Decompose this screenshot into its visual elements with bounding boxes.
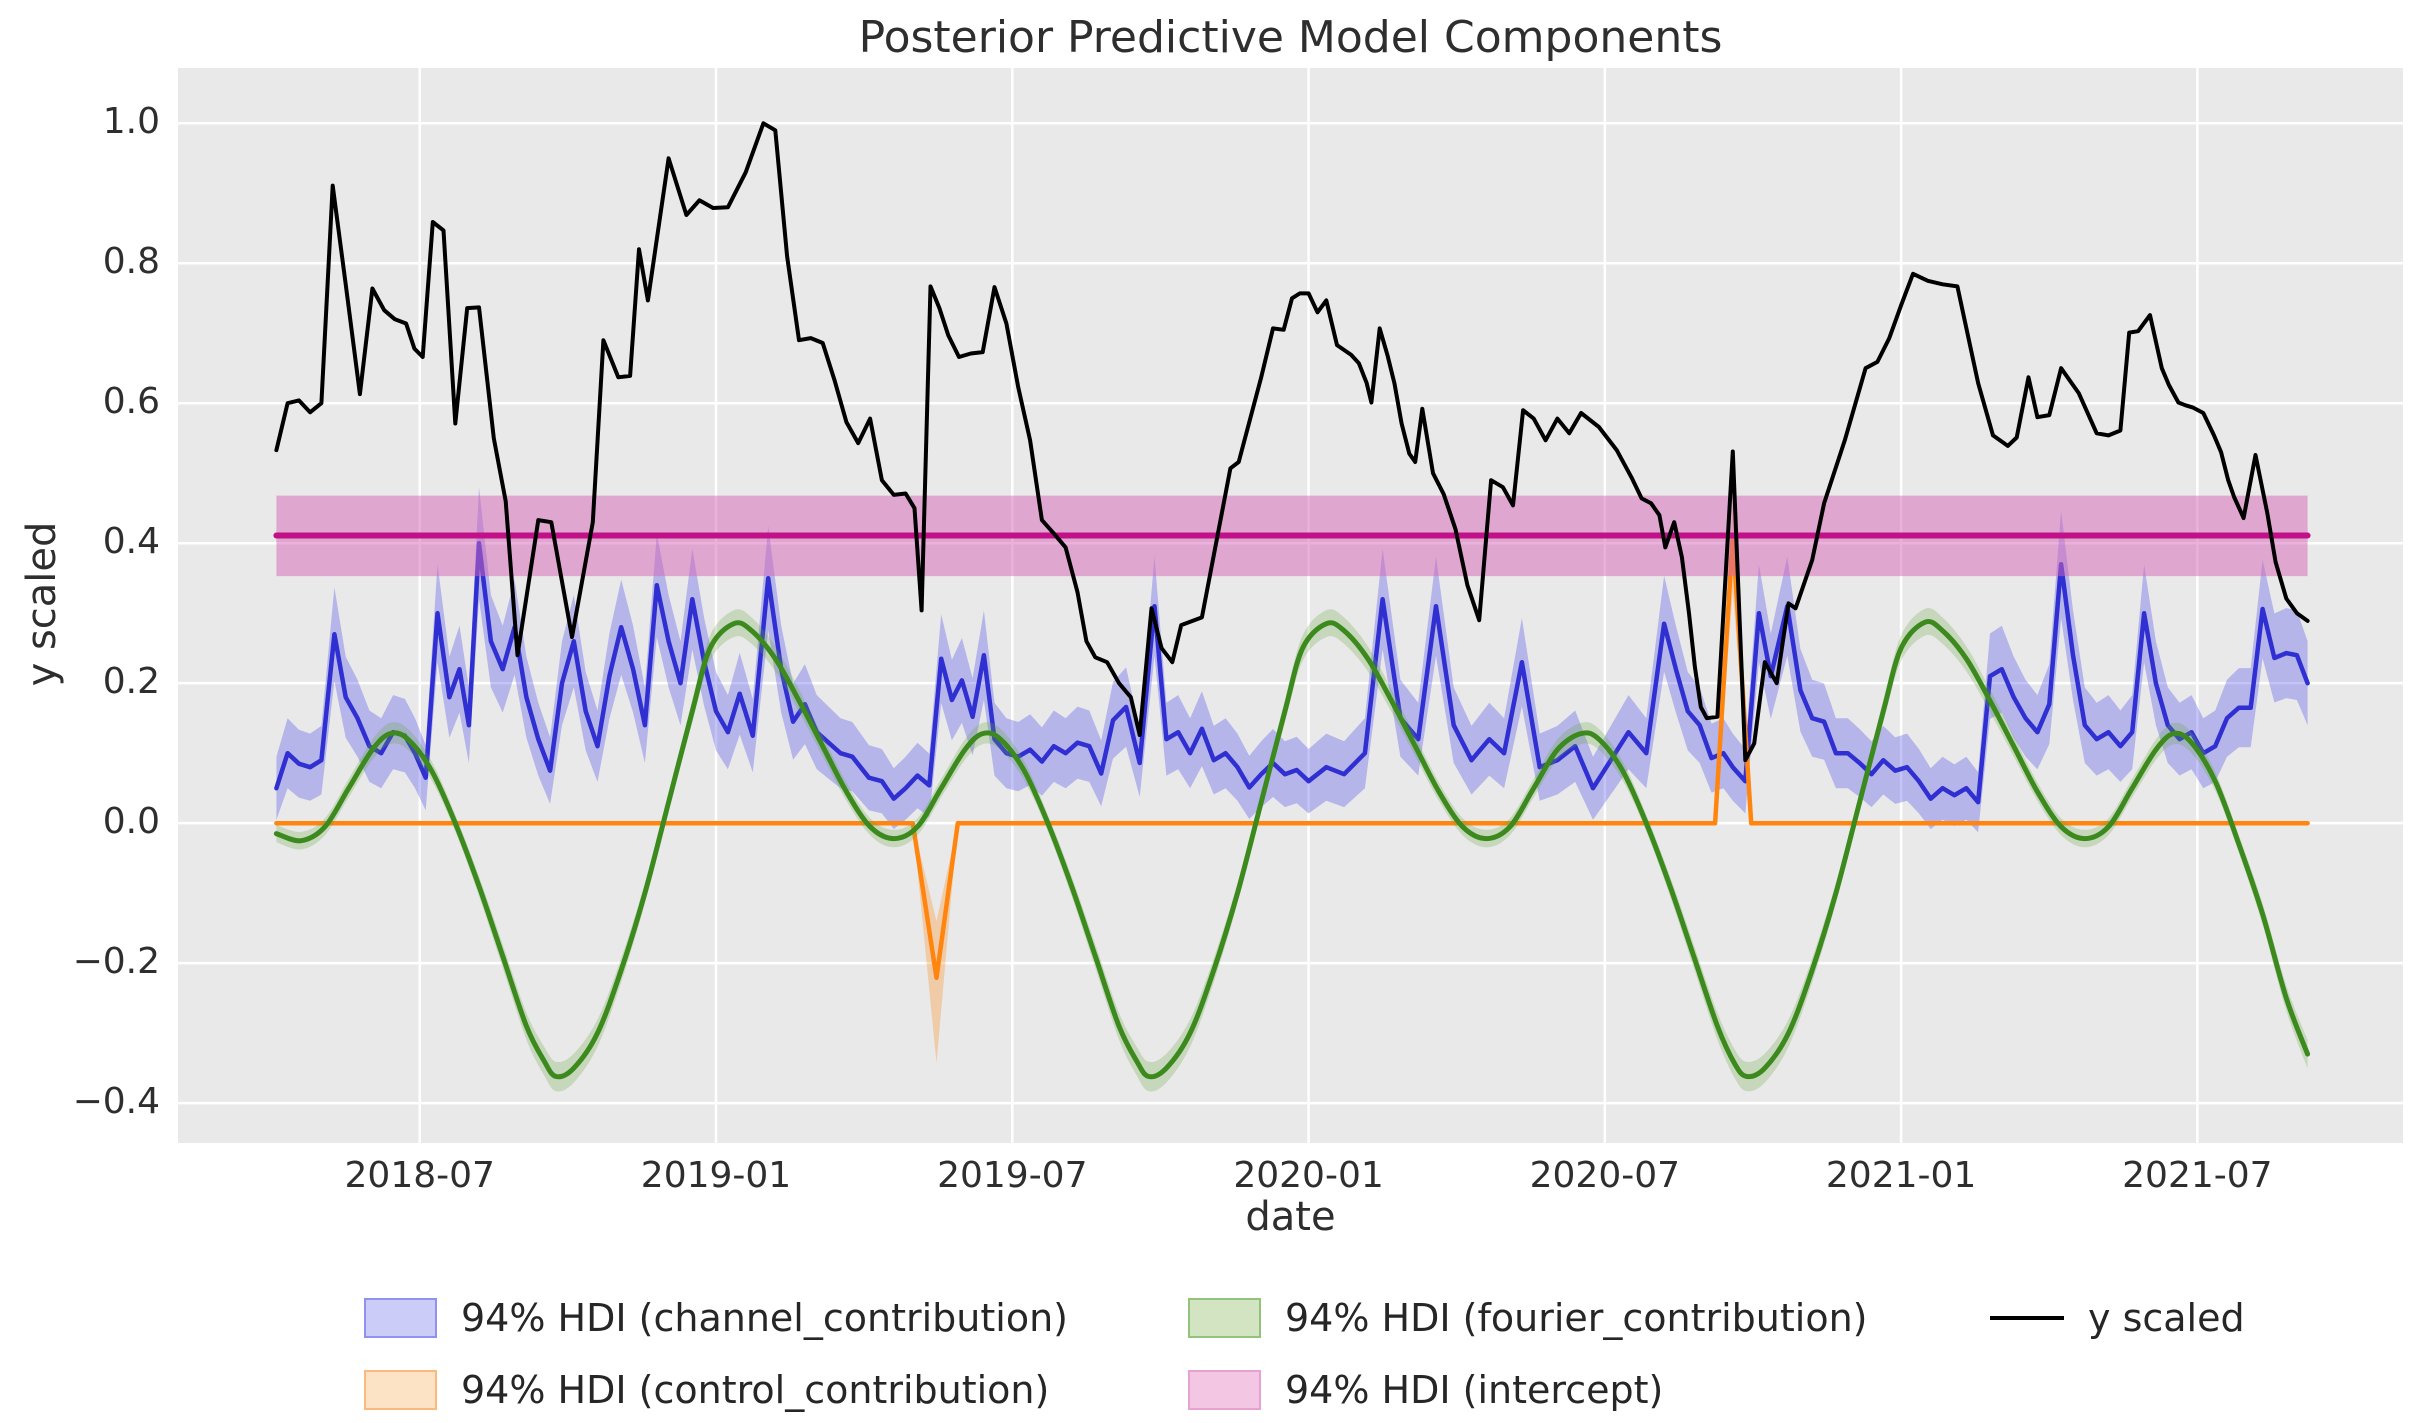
legend-patch-icon — [364, 1370, 437, 1410]
channel-contribution-line — [274, 540, 2310, 805]
legend-label: 94% HDI (intercept) — [1285, 1368, 1664, 1412]
y-tick-label: 0.2 — [102, 661, 160, 703]
legend-patch-icon — [1188, 1298, 1261, 1338]
x-tick-label: 2021-01 — [1825, 1155, 1977, 1196]
plot-area — [178, 68, 2403, 1143]
legend-item-94-hdi-control-contribution-: 94% HDI (control_contribution) — [364, 1368, 1049, 1412]
legend-label: 94% HDI (fourier_contribution) — [1285, 1296, 1868, 1340]
legend-line-icon — [1990, 1316, 2064, 1320]
x-tick-label: 2020-01 — [1233, 1155, 1384, 1196]
legend-item-y-scaled: y scaled — [1990, 1296, 2245, 1340]
legend-item-94-hdi-channel-contribution-: 94% HDI (channel_contribution) — [364, 1296, 1068, 1340]
x-axis-label: date — [1245, 1194, 1336, 1240]
legend-item-94-hdi-fourier-contribution-: 94% HDI (fourier_contribution) — [1188, 1296, 1868, 1340]
y-tick-label: 0.4 — [102, 521, 160, 563]
legend-label: 94% HDI (channel_contribution) — [461, 1296, 1068, 1340]
y-tick-label: 0.6 — [102, 381, 160, 423]
x-tick-label: 2020-07 — [1529, 1155, 1681, 1196]
x-tick-label: 2019-07 — [937, 1155, 1088, 1196]
chart-title: Posterior Predictive Model Components — [858, 12, 1723, 63]
control-contribution-line — [274, 533, 2310, 981]
legend-label: 94% HDI (control_contribution) — [461, 1368, 1050, 1412]
legend-item-94-hdi-intercept-: 94% HDI (intercept) — [1188, 1368, 1663, 1412]
x-tick-label: 2021-07 — [2122, 1155, 2273, 1196]
y-axis-label: y scaled — [19, 521, 65, 687]
x-tick-label: 2019-01 — [640, 1155, 792, 1196]
legend-patch-icon — [364, 1298, 437, 1338]
y-tick-label: −0.2 — [72, 941, 160, 983]
y-tick-label: 0.8 — [102, 241, 160, 283]
legend-label: y scaled — [2088, 1296, 2245, 1340]
y-tick-label: 1.0 — [102, 101, 160, 143]
fourier-contribution-line — [273, 619, 2311, 1080]
y-tick-label: 0.0 — [102, 801, 160, 843]
x-tick-label: 2018-07 — [344, 1155, 495, 1196]
y-tick-label: −0.4 — [72, 1081, 160, 1123]
y-scaled-line — [274, 121, 2310, 763]
legend-patch-icon — [1188, 1370, 1261, 1410]
